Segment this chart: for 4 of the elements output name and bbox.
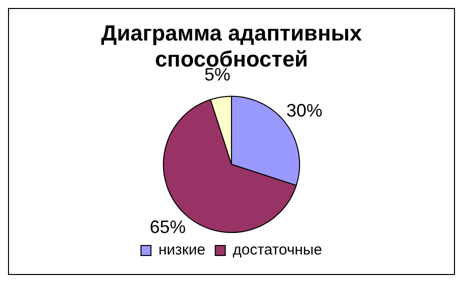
- data-label: 65%: [150, 217, 186, 238]
- legend-label: достаточные: [232, 242, 322, 259]
- legend-label: низкие: [158, 242, 206, 259]
- data-label: 30%: [286, 100, 322, 120]
